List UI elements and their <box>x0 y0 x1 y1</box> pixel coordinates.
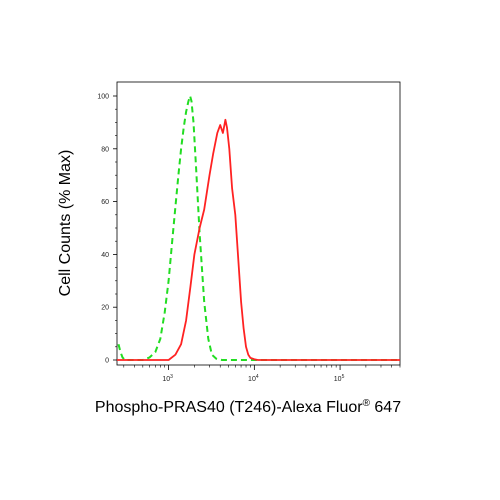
y-axis: 0 20 40 60 80 100 <box>97 94 117 365</box>
x-axis-title-main: Phospho-PRAS40 (T246)-Alexa Fluor <box>95 399 363 416</box>
x-axis: 103 104 105 <box>123 365 401 383</box>
x-tick-label: 105 <box>334 374 345 383</box>
x-axis-title-registered-mark: ® <box>363 398 371 409</box>
y-tick-label: 20 <box>101 305 109 312</box>
x-axis-title-suffix: 647 <box>370 399 401 416</box>
y-axis-title: Cell Counts (% Max) <box>57 150 74 297</box>
series-layer <box>117 95 400 361</box>
y-tick-label: 0 <box>105 358 109 365</box>
x-tick-label-base: 10 <box>334 376 342 383</box>
x-axis-title: Phospho-PRAS40 (T246)-Alexa Fluor® 647 <box>95 398 401 416</box>
y-tick-label: 100 <box>97 94 109 101</box>
x-tick-label-exponent: 3 <box>170 374 173 380</box>
green-dashed-histogram <box>117 95 400 361</box>
x-tick-label-base: 10 <box>162 376 170 383</box>
y-tick-label: 40 <box>101 252 109 259</box>
plot-frame <box>116 81 401 366</box>
x-tick-label-exponent: 5 <box>342 374 345 380</box>
red-solid-histogram <box>117 118 400 361</box>
x-tick-label-base: 10 <box>248 376 256 383</box>
x-tick-label: 104 <box>248 374 259 383</box>
x-tick-label: 103 <box>162 374 173 383</box>
y-tick-label: 80 <box>101 146 109 153</box>
x-tick-label-exponent: 4 <box>256 374 259 380</box>
y-tick-label: 60 <box>101 199 109 206</box>
